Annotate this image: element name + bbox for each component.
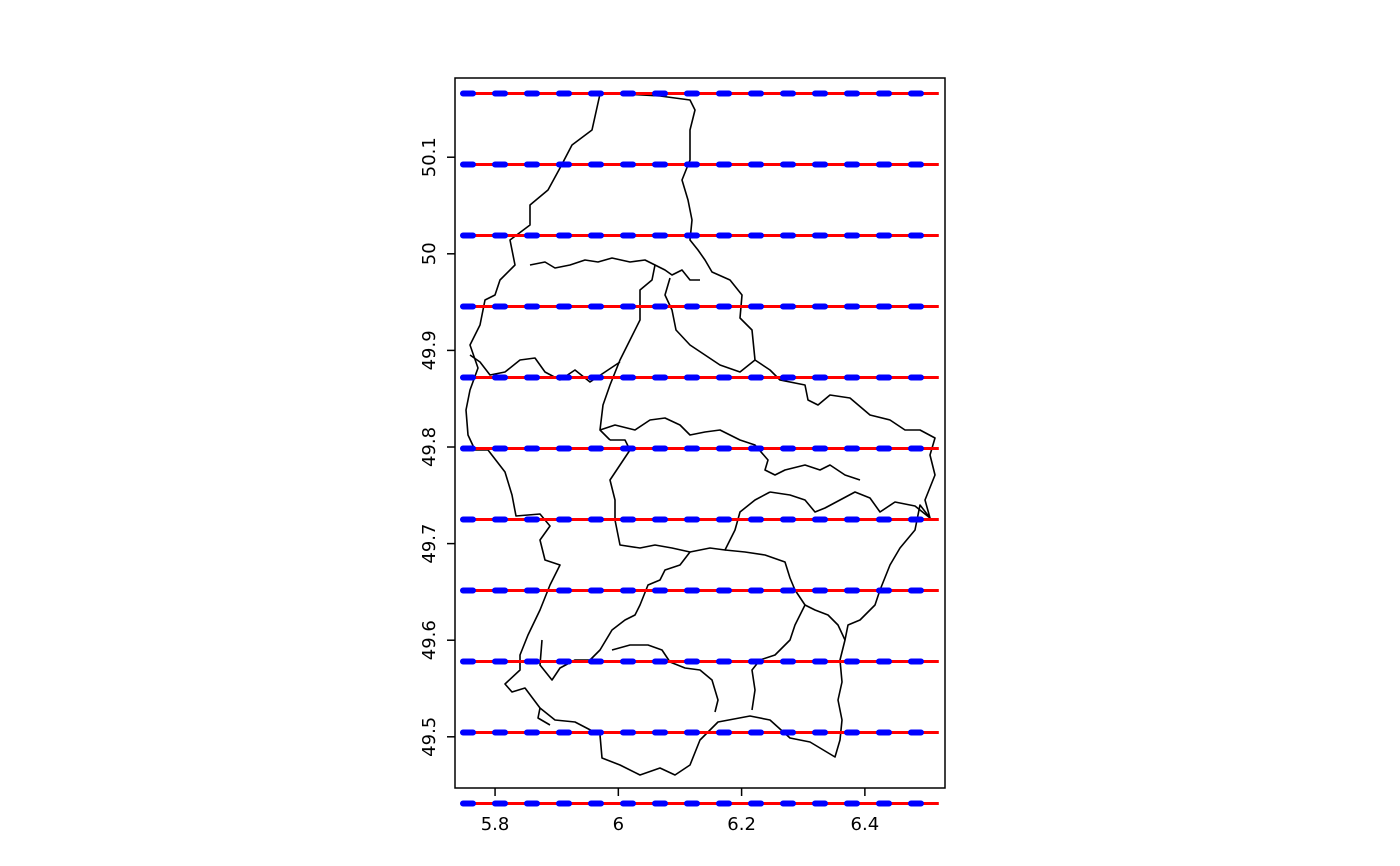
y-tick-label: 49.8 [419, 427, 440, 467]
y-axis: 49.5 49.6 49.7 49.8 49.9 50 50.1 [419, 137, 455, 757]
y-tick-label: 49.5 [419, 717, 440, 757]
x-tick-label: 6.2 [727, 814, 756, 835]
district-boundary [529, 257, 656, 441]
x-tick-label: 5.8 [481, 814, 510, 835]
district-boundary [654, 264, 700, 281]
district-boundary [804, 604, 846, 641]
district-boundary [599, 417, 861, 481]
y-tick-label: 49.6 [419, 620, 440, 660]
district-boundary [724, 549, 806, 711]
x-tick-label: 6.4 [851, 814, 880, 835]
district-boundary [611, 644, 719, 713]
blue-lines-layer [460, 90, 942, 807]
district-boundaries [465, 93, 936, 776]
district-boundary [537, 707, 551, 726]
y-tick-label: 49.7 [419, 524, 440, 564]
y-tick-label: 50 [419, 242, 440, 265]
district-boundary [609, 439, 771, 553]
x-axis: 5.8 6 6.2 6.4 [481, 788, 879, 835]
district-boundary [769, 491, 931, 519]
district-boundary [664, 277, 756, 373]
country-outline [465, 93, 936, 776]
x-tick-label: 6 [613, 814, 624, 835]
district-boundary [539, 551, 691, 681]
y-tick-label: 49.9 [419, 330, 440, 370]
plot-frame [454, 77, 946, 789]
y-tick-label: 50.1 [419, 137, 440, 177]
